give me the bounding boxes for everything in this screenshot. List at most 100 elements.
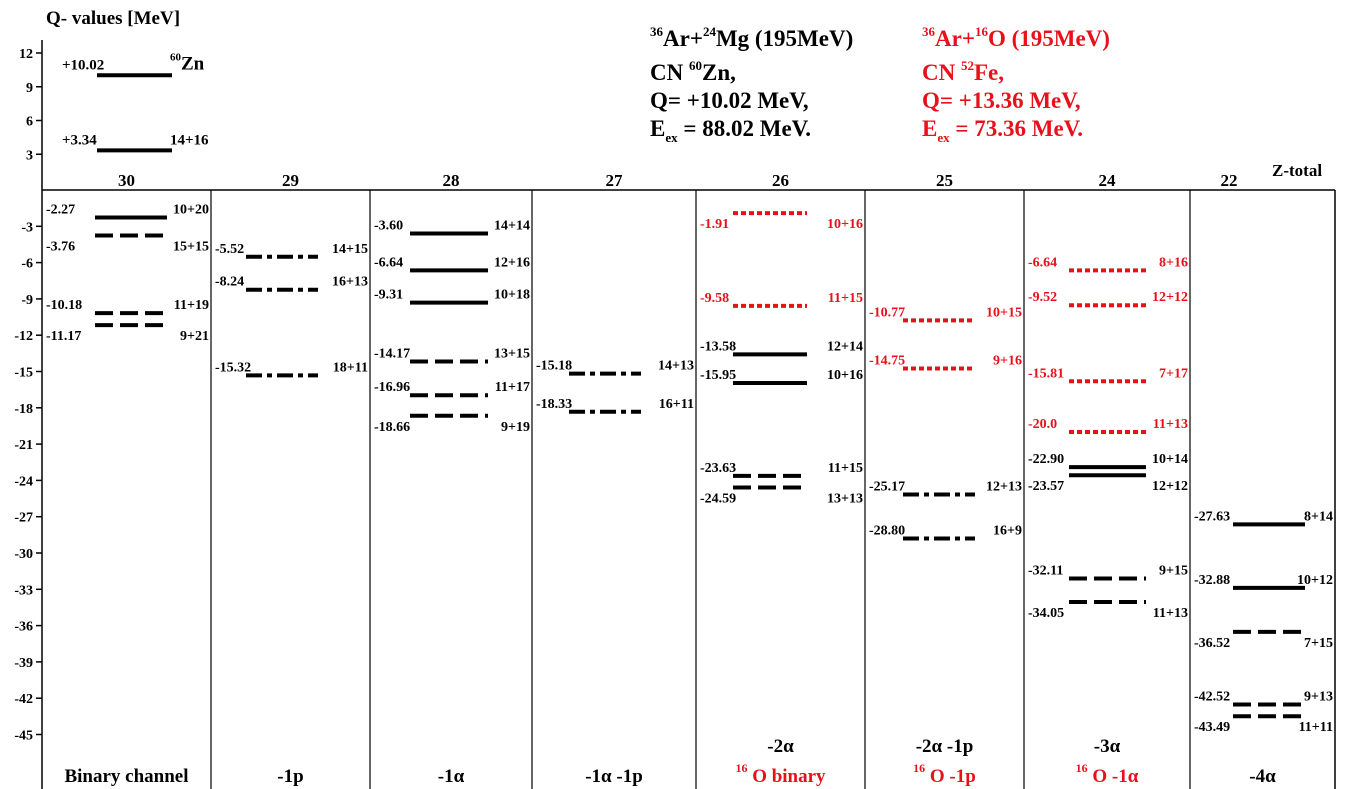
y-tick-label: -30 bbox=[14, 547, 33, 562]
column-z28: 28 -1α -3.60 14+14 -6.64 12+16 -9.31 10+18 -14.1… bbox=[369, 171, 530, 789]
y-tick-label: -6 bbox=[21, 257, 33, 272]
svg-text:CN 60Zn,: CN 60Zn, bbox=[650, 58, 736, 85]
level-split-label: 11+13 bbox=[1153, 606, 1188, 621]
channel-label: Binary channel bbox=[64, 766, 188, 787]
level-q-label: -9.52 bbox=[1028, 290, 1057, 305]
level-split-label: 11+15 bbox=[828, 291, 863, 306]
level-split-label: 8+14 bbox=[1304, 509, 1333, 524]
target: Mg (195MeV) bbox=[716, 26, 853, 51]
tag-mass: 60 bbox=[170, 51, 182, 63]
level-tag-label: 14+16 bbox=[170, 132, 209, 148]
level-q-label: -15.32 bbox=[215, 360, 251, 375]
cn-nucleus: Zn, bbox=[702, 60, 736, 85]
ex-subscript: ex bbox=[665, 130, 678, 145]
ex-symbol: E bbox=[922, 116, 937, 141]
level-split-label: 7+17 bbox=[1159, 366, 1188, 381]
level-split-label: 16+9 bbox=[993, 523, 1022, 538]
svg-text:CN 52Fe,: CN 52Fe, bbox=[922, 58, 1004, 85]
level-q-label: -20.0 bbox=[1028, 417, 1057, 432]
y-tick-label: -3 bbox=[21, 220, 33, 235]
y-tick-label: -21 bbox=[14, 438, 33, 453]
axis-title: Q- values [MeV] bbox=[46, 8, 180, 29]
level-split-label: 14+14 bbox=[494, 219, 530, 234]
level-q-label: -14.75 bbox=[869, 353, 905, 368]
y-tick-label: 3 bbox=[26, 148, 33, 163]
level-q-label: -42.52 bbox=[1194, 689, 1230, 704]
ex-value: = 73.36 MeV. bbox=[950, 116, 1083, 141]
level-value-label: +10.02 bbox=[62, 57, 104, 73]
y-tick-label: 9 bbox=[26, 81, 33, 96]
level-q-label: -1.91 bbox=[700, 217, 729, 232]
ex-subscript: ex bbox=[937, 130, 950, 145]
y-tick-label: -39 bbox=[14, 656, 33, 671]
column-z25: 25 -2α -1p 16 O -1p -10.77 10+15 -14.75 9+16 -2… bbox=[864, 171, 1022, 789]
level-q-label: -14.17 bbox=[374, 346, 410, 361]
level-q-label: -36.52 bbox=[1194, 636, 1230, 651]
y-tick-label: -24 bbox=[14, 474, 33, 489]
level-q-label: -2.27 bbox=[46, 202, 75, 217]
level-q-label: -28.80 bbox=[869, 523, 905, 538]
projectile-mass: 36 bbox=[922, 24, 936, 39]
target-mass: 24 bbox=[703, 24, 717, 39]
z-header: 29 bbox=[282, 171, 299, 190]
level-split-label: 11+15 bbox=[828, 461, 863, 476]
level-q-label: -18.66 bbox=[374, 420, 410, 435]
level-tag-label: 60Zn bbox=[170, 51, 205, 74]
level-q-label: -23.57 bbox=[1028, 479, 1064, 494]
channel-name: O -1α bbox=[1088, 766, 1139, 787]
channel-mass: 16 bbox=[913, 761, 925, 775]
level-q-label: -10.77 bbox=[869, 305, 905, 320]
column-z29: 29 -1p -5.52 14+15 -8.24 16+13 -15.32 18+11 bbox=[210, 171, 368, 789]
tag-nucleus: Zn bbox=[181, 53, 205, 74]
level-q-label: -5.52 bbox=[215, 242, 244, 257]
level-split-label: 18+11 bbox=[333, 360, 368, 375]
level-split-label: 10+16 bbox=[827, 217, 863, 232]
level-split-label: 12+12 bbox=[1152, 290, 1188, 305]
level-q-label: -16.96 bbox=[374, 380, 410, 395]
compound-levels: +10.02 60Zn +3.34 14+16 bbox=[62, 51, 209, 153]
level-q-label: -43.49 bbox=[1194, 720, 1230, 735]
level-q-label: -9.58 bbox=[700, 291, 729, 306]
level-q-label: -6.64 bbox=[1028, 255, 1057, 270]
y-tick-label: -9 bbox=[21, 293, 33, 308]
channel-group-label: -2α bbox=[767, 736, 794, 757]
level-q-label: -15.18 bbox=[536, 359, 572, 374]
cn-mass: 52 bbox=[961, 58, 974, 73]
level-split-label: 7+15 bbox=[1304, 636, 1333, 651]
level-split-label: 9+19 bbox=[501, 420, 530, 435]
z-header: 26 bbox=[772, 171, 789, 190]
level-split-label: 11+13 bbox=[1153, 417, 1188, 432]
level-split-label: 14+15 bbox=[332, 242, 368, 257]
target-mass: 16 bbox=[975, 24, 989, 39]
level-split-label: 15+15 bbox=[173, 239, 209, 254]
channel-mass: 16 bbox=[1076, 761, 1088, 775]
channel-label: -1α bbox=[438, 766, 465, 787]
level-q-label: -25.17 bbox=[869, 480, 905, 495]
y-ticks: 12 9 6 3 -3 -6 -9 -12 -15 -18 -21 -24 -27 -30 -33 -36 -3… bbox=[14, 47, 42, 744]
y-tick-label: 6 bbox=[26, 115, 33, 130]
column-z26: 26 -2α 16 O binary -1.91 10+16 -9.58 11+15 -13.… bbox=[695, 171, 863, 789]
level-value-label: +3.34 bbox=[62, 132, 97, 148]
level-split-label: 11+17 bbox=[495, 380, 530, 395]
ex-value: = 88.02 MeV. bbox=[678, 116, 811, 141]
level-split-label: 10+20 bbox=[173, 202, 209, 217]
channel-group-label: -3α bbox=[1094, 736, 1121, 757]
reaction-header-black: 36Ar+24Mg (195MeV) CN 60Zn, Q= +10.02 Me… bbox=[650, 24, 853, 145]
level-q-label: -18.33 bbox=[536, 397, 572, 412]
channel-label: 16 O -1α bbox=[1076, 761, 1139, 787]
svg-text:Eex = 88.02 MeV.: Eex = 88.02 MeV. bbox=[650, 116, 811, 145]
level-split-label: 12+12 bbox=[1152, 479, 1188, 494]
level-q-label: -9.31 bbox=[374, 288, 403, 303]
column-z24: 24 -3α 16 O -1α -6.64 8+16 -9.52 12+12 -15.81 7+… bbox=[1023, 171, 1188, 789]
y-tick-label: -33 bbox=[14, 583, 33, 598]
level-split-label: 9+21 bbox=[180, 329, 209, 344]
cn-mass: 60 bbox=[689, 58, 702, 73]
z-header: 27 bbox=[606, 171, 624, 190]
channel-name: O -1p bbox=[925, 766, 976, 787]
level-q-label: -8.24 bbox=[215, 275, 244, 290]
projectile: Ar+ bbox=[663, 26, 703, 51]
z-header: 28 bbox=[443, 171, 460, 190]
y-tick-label: -18 bbox=[14, 402, 33, 417]
level-q-label: -6.64 bbox=[374, 255, 403, 270]
